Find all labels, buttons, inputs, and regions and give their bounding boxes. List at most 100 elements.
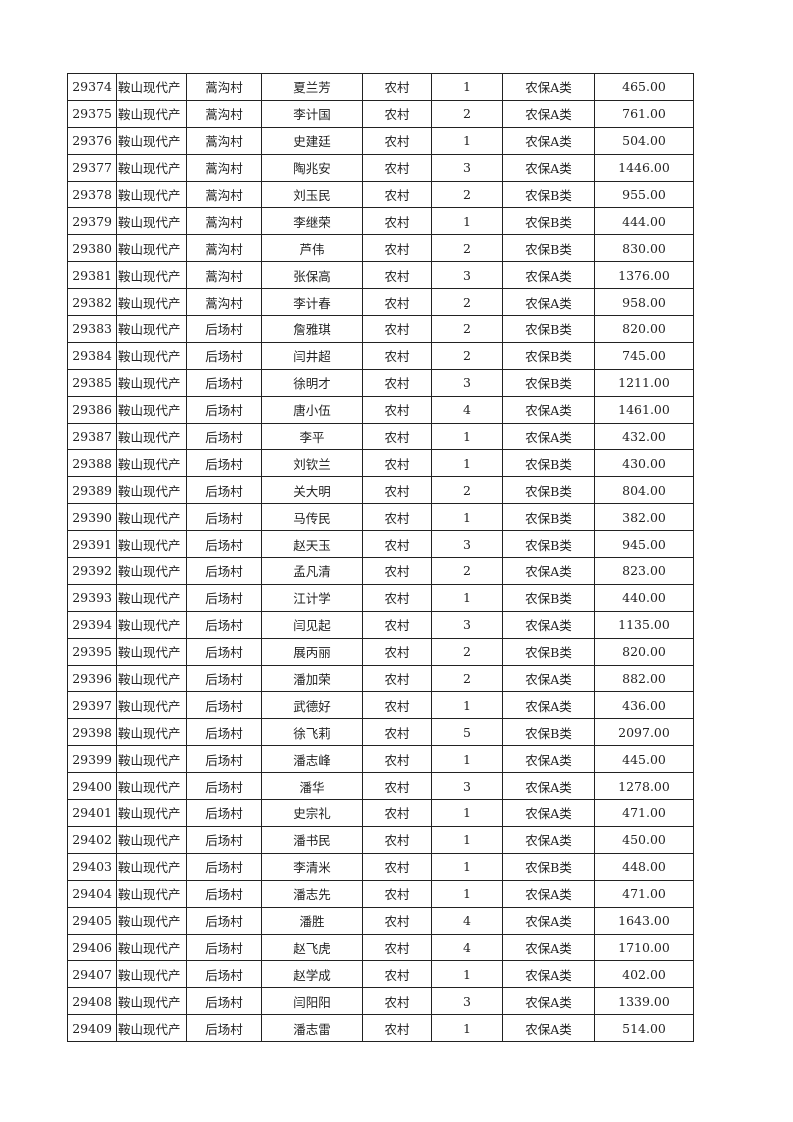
record-id-cell: 29378 — [67, 180, 117, 209]
household-type-cell: 农村 — [362, 395, 432, 424]
town-cell: 鞍山现代产 — [116, 449, 187, 478]
table-row: 29393 鞍山现代产 后场村 江计学 农村 1 农保B类 440.00 — [67, 583, 694, 612]
table-row: 29403 鞍山现代产 后场村 李清米 农村 1 农保B类 448.00 — [67, 852, 694, 881]
insurance-category-cell: 农保A类 — [502, 395, 595, 424]
record-id-cell: 29391 — [67, 530, 117, 559]
town-cell: 鞍山现代产 — [116, 852, 187, 881]
insurance-category-cell: 农保B类 — [502, 234, 595, 263]
person-name-cell: 芦伟 — [261, 234, 363, 263]
insurance-category-cell: 农保A类 — [502, 987, 595, 1016]
town-cell: 鞍山现代产 — [116, 718, 187, 747]
town-cell: 鞍山现代产 — [116, 610, 187, 639]
household-type-cell: 农村 — [362, 234, 432, 263]
insurance-category-cell: 农保A类 — [502, 153, 595, 182]
record-id-cell: 29393 — [67, 583, 117, 612]
amount-cell: 432.00 — [594, 422, 694, 451]
record-id-cell: 29380 — [67, 234, 117, 263]
household-size-cell: 2 — [431, 315, 503, 343]
insurance-category-cell: 农保B类 — [502, 315, 595, 343]
town-cell: 鞍山现代产 — [116, 583, 187, 612]
town-cell: 鞍山现代产 — [116, 691, 187, 720]
record-id-cell: 29401 — [67, 799, 117, 827]
table-row: 29384 鞍山现代产 后场村 闫井超 农村 2 农保B类 745.00 — [67, 341, 694, 370]
table-row: 29402 鞍山现代产 后场村 潘书民 农村 1 农保A类 450.00 — [67, 825, 694, 854]
insurance-category-cell: 农保A类 — [502, 126, 595, 155]
town-cell: 鞍山现代产 — [116, 557, 187, 585]
amount-cell: 958.00 — [594, 288, 694, 317]
household-size-cell: 2 — [431, 341, 503, 370]
village-cell: 蒿沟村 — [186, 126, 262, 155]
record-id-cell: 29374 — [67, 73, 117, 101]
household-size-cell: 1 — [431, 852, 503, 881]
town-cell: 鞍山现代产 — [116, 906, 187, 935]
household-size-cell: 2 — [431, 637, 503, 666]
household-type-cell: 农村 — [362, 530, 432, 559]
amount-cell: 1461.00 — [594, 395, 694, 424]
town-cell: 鞍山现代产 — [116, 530, 187, 559]
household-type-cell: 农村 — [362, 503, 432, 532]
record-id-cell: 29377 — [67, 153, 117, 182]
household-type-cell: 农村 — [362, 288, 432, 317]
village-cell: 蒿沟村 — [186, 99, 262, 128]
household-type-cell: 农村 — [362, 906, 432, 935]
amount-cell: 445.00 — [594, 745, 694, 774]
household-size-cell: 4 — [431, 395, 503, 424]
town-cell: 鞍山现代产 — [116, 799, 187, 827]
table-row: 29397 鞍山现代产 后场村 武德好 农村 1 农保A类 436.00 — [67, 691, 694, 720]
table-row: 29392 鞍山现代产 后场村 孟凡清 农村 2 农保A类 823.00 — [67, 557, 694, 585]
village-cell: 后场村 — [186, 772, 262, 801]
amount-cell: 1710.00 — [594, 933, 694, 962]
amount-cell: 804.00 — [594, 476, 694, 505]
household-size-cell: 2 — [431, 180, 503, 209]
person-name-cell: 史建廷 — [261, 126, 363, 155]
person-name-cell: 李清米 — [261, 852, 363, 881]
household-type-cell: 农村 — [362, 825, 432, 854]
table-row: 29406 鞍山现代产 后场村 赵飞虎 农村 4 农保A类 1710.00 — [67, 933, 694, 962]
household-type-cell: 农村 — [362, 422, 432, 451]
village-cell: 后场村 — [186, 906, 262, 935]
insurance-category-cell: 农保B类 — [502, 476, 595, 505]
table-row: 29387 鞍山现代产 后场村 李平 农村 1 农保A类 432.00 — [67, 422, 694, 451]
amount-cell: 1339.00 — [594, 987, 694, 1016]
household-size-cell: 1 — [431, 73, 503, 101]
town-cell: 鞍山现代产 — [116, 503, 187, 532]
village-cell: 后场村 — [186, 368, 262, 397]
table-row: 29391 鞍山现代产 后场村 赵天玉 农村 3 农保B类 945.00 — [67, 530, 694, 559]
person-name-cell: 孟凡清 — [261, 557, 363, 585]
insurance-category-cell: 农保A类 — [502, 772, 595, 801]
table-row: 29382 鞍山现代产 蒿沟村 李计春 农村 2 农保A类 958.00 — [67, 288, 694, 317]
insurance-category-cell: 农保A类 — [502, 422, 595, 451]
insurance-category-cell: 农保A类 — [502, 933, 595, 962]
record-id-cell: 29387 — [67, 422, 117, 451]
town-cell: 鞍山现代产 — [116, 99, 187, 128]
record-id-cell: 29403 — [67, 852, 117, 881]
record-id-cell: 29390 — [67, 503, 117, 532]
insurance-category-cell: 农保A类 — [502, 691, 595, 720]
amount-cell: 820.00 — [594, 315, 694, 343]
person-name-cell: 马传民 — [261, 503, 363, 532]
person-name-cell: 潘加荣 — [261, 664, 363, 693]
amount-cell: 1376.00 — [594, 261, 694, 290]
record-id-cell: 29384 — [67, 341, 117, 370]
person-name-cell: 闫见起 — [261, 610, 363, 639]
amount-cell: 1135.00 — [594, 610, 694, 639]
amount-cell: 745.00 — [594, 341, 694, 370]
person-name-cell: 潘志先 — [261, 879, 363, 908]
household-size-cell: 3 — [431, 368, 503, 397]
table-row: 29399 鞍山现代产 后场村 潘志峰 农村 1 农保A类 445.00 — [67, 745, 694, 774]
village-cell: 蒿沟村 — [186, 73, 262, 101]
insurance-category-cell: 农保A类 — [502, 99, 595, 128]
household-size-cell: 1 — [431, 691, 503, 720]
record-id-cell: 29407 — [67, 960, 117, 989]
household-type-cell: 农村 — [362, 852, 432, 881]
amount-cell: 955.00 — [594, 180, 694, 209]
household-type-cell: 农村 — [362, 664, 432, 693]
village-cell: 后场村 — [186, 664, 262, 693]
town-cell: 鞍山现代产 — [116, 772, 187, 801]
person-name-cell: 潘华 — [261, 772, 363, 801]
table-row: 29389 鞍山现代产 后场村 关大明 农村 2 农保B类 804.00 — [67, 476, 694, 505]
amount-cell: 471.00 — [594, 879, 694, 908]
village-cell: 蒿沟村 — [186, 153, 262, 182]
person-name-cell: 刘钦兰 — [261, 449, 363, 478]
village-cell: 蒿沟村 — [186, 288, 262, 317]
